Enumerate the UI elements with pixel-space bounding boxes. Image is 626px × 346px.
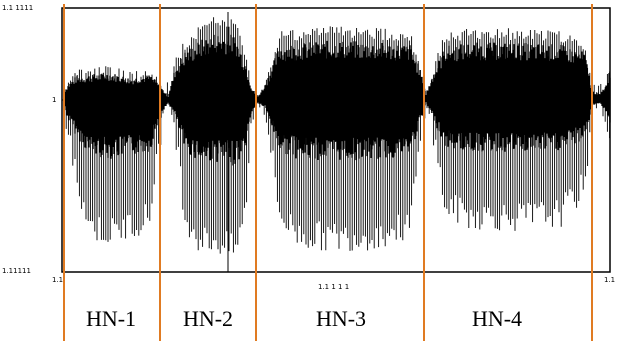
segment-label-hn-3: HN-3 [315,306,367,331]
y-tick-bottom: 1.11111 [2,267,31,275]
y-tick-top: 1.1 1111 [2,4,34,12]
segment-label-hn-1: HN-1 [85,306,137,331]
x-tick-right: 1.1 [604,276,616,284]
x-tick-left: 1.1 [52,276,64,284]
segment-label-hn-2: HN-2 [182,306,234,331]
y-tick-mid: 1 [52,96,57,104]
segment-boundaries [63,4,593,341]
segment-label-hn-4: HN-4 [471,306,523,331]
x-tick-mid: 1.1 1 1 1 [318,283,350,291]
